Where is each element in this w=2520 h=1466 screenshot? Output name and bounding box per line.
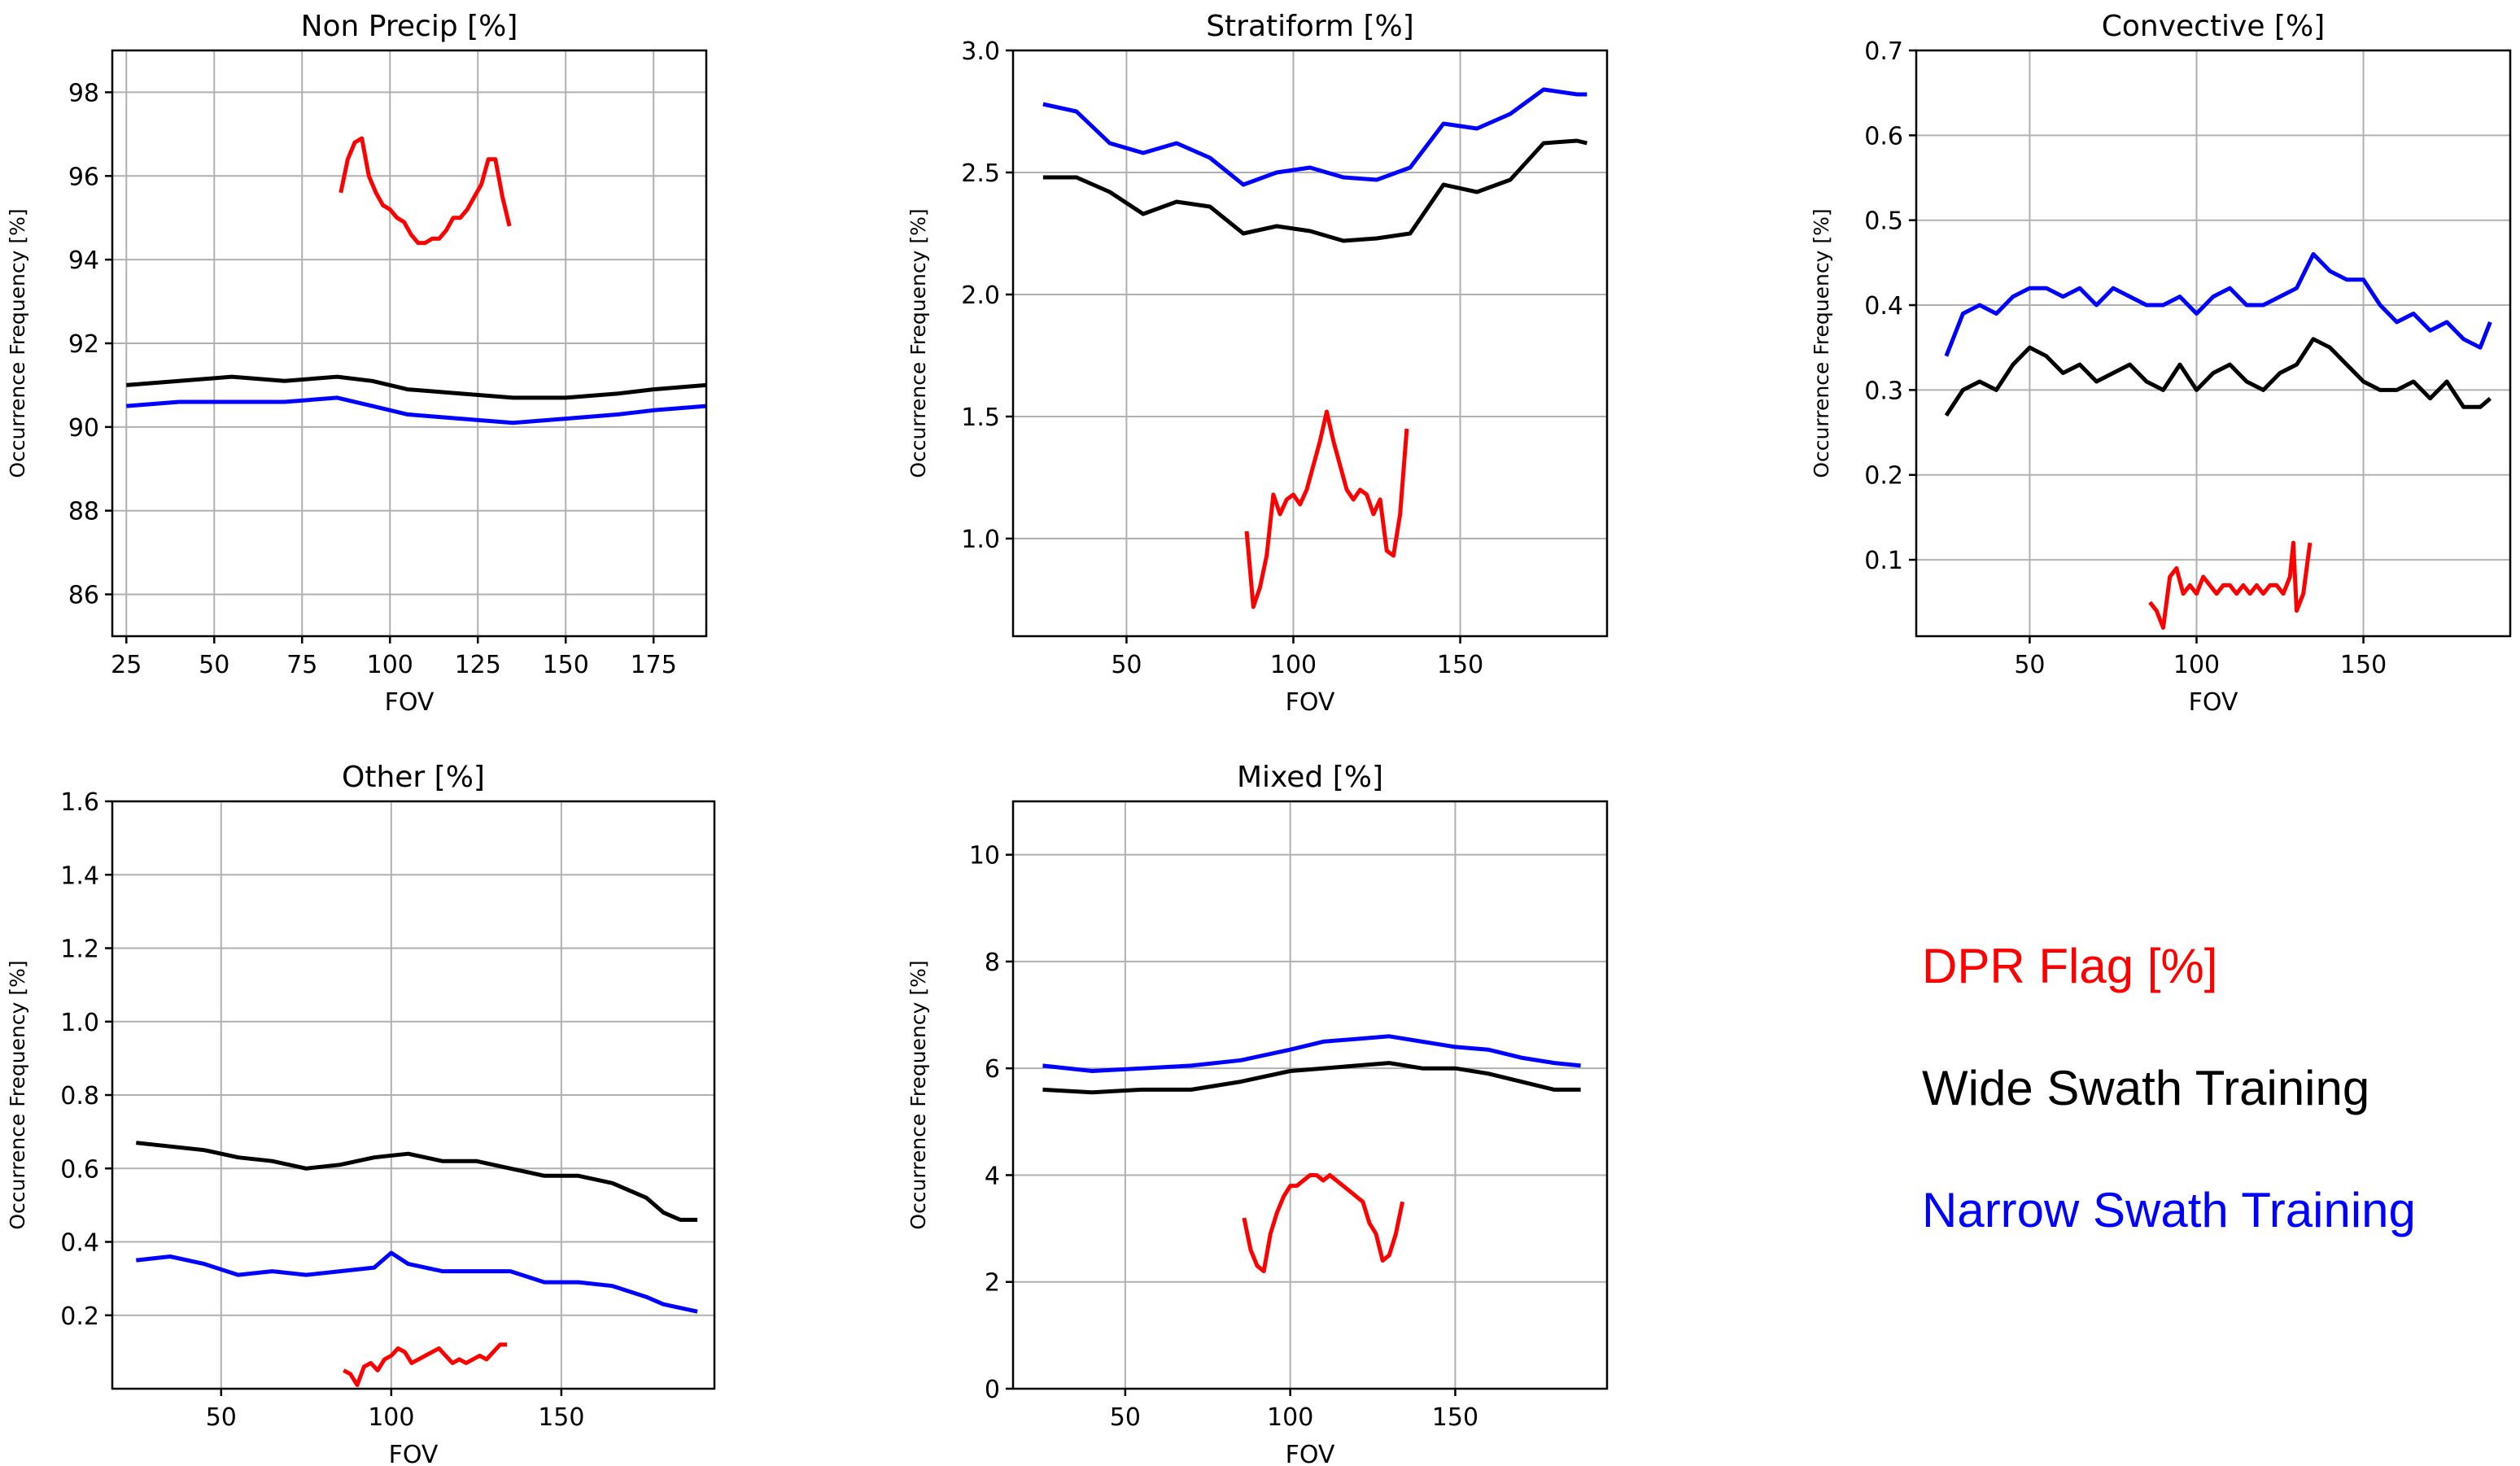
y-tick-label: 8 (985, 949, 1000, 977)
x-tick-label: 175 (631, 651, 677, 679)
y-tick-label: 1.0 (60, 1009, 99, 1037)
y-tick-label: 0.7 (1864, 37, 1903, 66)
y-tick-label: 1.6 (60, 788, 99, 817)
x-tick-label: 50 (1111, 651, 1142, 679)
narrow-swath-training-line (1944, 251, 2492, 357)
narrow-swath-training-line (136, 1250, 698, 1314)
y-tick-label: 3.0 (961, 37, 1000, 66)
x-tick-label: 50 (1110, 1403, 1141, 1432)
y-tick-label: 1.0 (961, 526, 1000, 554)
subplot-4: 50 100 150 0.2 0.4 0.6 0.8 1.0 1.2 1.4 1.6 Other [%… (6, 761, 716, 1466)
y-tick-label: 0.5 (1864, 207, 1903, 236)
y-tick-label: 1.4 (60, 862, 99, 890)
y-tick-label: 0.2 (60, 1302, 99, 1331)
y-tick-label: 98 (68, 79, 99, 107)
y-tick-label: 0.1 (1864, 547, 1903, 575)
dpr-flag-line (338, 136, 512, 246)
wide-swath-training-line (1042, 138, 1588, 243)
y-tick-label: 0.6 (1864, 122, 1903, 151)
x-tick-label: 100 (1270, 651, 1317, 679)
subplot-title: Other [%] (342, 761, 485, 794)
narrow-swath-training-line (126, 395, 706, 425)
x-tick-label: 125 (455, 651, 501, 679)
y-tick-label: 4 (985, 1162, 1000, 1190)
y-tick-label: 0.4 (60, 1229, 99, 1258)
subplot-title: Non Precip [%] (301, 10, 518, 43)
y-tick-label: 96 (68, 163, 99, 191)
subplot-5: 50 100 150 0 2 4 6 8 10 Mixed [%] FOV Occurrence Fr… (906, 761, 1609, 1466)
x-tick-label: 25 (111, 651, 142, 679)
dpr-flag-line (1244, 409, 1409, 609)
x-axis-label: FOV (1286, 688, 1335, 717)
legend-wide-swath: Wide Swath Training (1922, 1061, 2370, 1115)
y-tick-label: 88 (68, 498, 99, 526)
y-tick-label: 0 (985, 1376, 1000, 1404)
y-axis-label: Occurrence Frequency [%] (1810, 208, 1833, 478)
legend-dpr-flag: DPR Flag [%] (1922, 939, 2218, 993)
x-tick-label: 75 (286, 651, 317, 679)
x-axis-label: FOV (1286, 1441, 1335, 1466)
wide-swath-training-line (126, 374, 706, 400)
y-tick-label: 1.5 (961, 404, 1000, 432)
y-tick-label: 0.3 (1864, 377, 1903, 405)
x-tick-label: 100 (1267, 1403, 1313, 1432)
y-tick-label: 90 (68, 414, 99, 443)
subplot-2: 50 100 150 1.0 1.5 2.0 2.5 3.0 Stratiform [%] FOV… (906, 10, 1609, 717)
y-tick-label: 92 (68, 330, 99, 359)
subplot-title: Convective [%] (2102, 10, 2326, 43)
x-tick-label: 150 (543, 651, 589, 679)
x-tick-label: 100 (368, 1403, 414, 1432)
axes-frame (1011, 800, 1609, 1390)
x-tick-label: 50 (2014, 651, 2045, 679)
y-tick-label: 2.5 (961, 159, 1000, 188)
y-tick-label: 94 (68, 247, 99, 275)
x-tick-label: 50 (206, 1403, 237, 1432)
x-tick-label: 100 (367, 651, 413, 679)
y-axis-label: Occurrence Frequency [%] (6, 208, 29, 478)
wide-swath-training-line (1944, 337, 2492, 417)
dpr-flag-line (1242, 1173, 1405, 1274)
subplot-title: Mixed [%] (1237, 761, 1383, 794)
y-tick-label: 0.6 (60, 1155, 99, 1184)
narrow-swath-training-line (1042, 1034, 1581, 1073)
x-tick-label: 150 (538, 1403, 584, 1432)
wide-swath-training-line (1042, 1061, 1581, 1095)
y-tick-label: 86 (68, 582, 99, 610)
wide-swath-training-line (136, 1141, 698, 1222)
subplot-1: 25 50 75 100 125 150 175 86 88 90 92 94 96 98 Non Prec… (6, 10, 708, 717)
x-axis-label: FOV (389, 1441, 439, 1466)
dpr-flag-line (2148, 540, 2313, 630)
narrow-swath-training-line (1042, 87, 1588, 187)
subplot-3: 50 100 150 0.1 0.2 0.3 0.4 0.5 0.6 0.7 Convective … (1810, 10, 2512, 717)
y-tick-label: 6 (985, 1055, 1000, 1084)
subplot-title: Stratiform [%] (1206, 10, 1414, 43)
x-axis-label: FOV (2189, 688, 2238, 717)
y-tick-label: 2 (985, 1269, 1000, 1298)
y-tick-label: 0.2 (1864, 462, 1903, 491)
axes-frame (1011, 49, 1609, 638)
legend-narrow-swath: Narrow Swath Training (1922, 1183, 2416, 1237)
y-tick-label: 0.8 (60, 1082, 99, 1110)
y-axis-label: Occurrence Frequency [%] (906, 208, 930, 478)
y-tick-label: 0.4 (1864, 292, 1903, 321)
y-axis-label: Occurrence Frequency [%] (906, 960, 930, 1229)
y-tick-label: 1.2 (60, 936, 99, 964)
x-tick-label: 150 (1437, 651, 1483, 679)
x-tick-label: 100 (2173, 651, 2220, 679)
y-tick-label: 2.0 (961, 281, 1000, 310)
x-tick-label: 50 (199, 651, 229, 679)
x-tick-label: 150 (1432, 1403, 1478, 1432)
dpr-flag-line (343, 1342, 507, 1387)
axes-frame (1915, 49, 2512, 638)
y-axis-label: Occurrence Frequency [%] (6, 960, 29, 1229)
y-tick-label: 10 (969, 842, 1000, 870)
x-axis-label: FOV (385, 688, 435, 717)
x-tick-label: 150 (2340, 651, 2387, 679)
